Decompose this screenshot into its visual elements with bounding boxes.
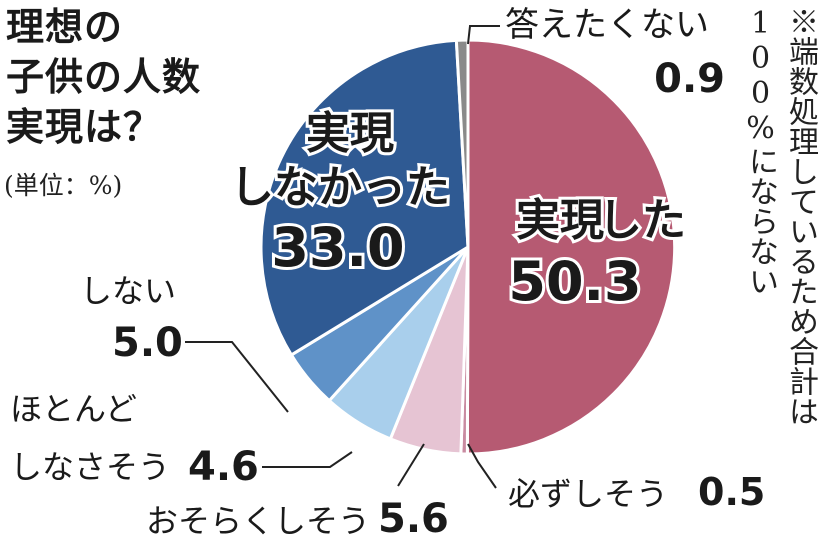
slice-labels: 実現 した 50.3 実現 しなかった 33.0 答えたくない 0.9 しない … bbox=[10, 5, 765, 542]
label-no-answer-name: 答えたくない bbox=[505, 5, 709, 45]
label-probably-name: おそらくしそう bbox=[146, 502, 370, 540]
label-will-not-name: しない bbox=[80, 272, 176, 310]
pie-slice-5 bbox=[259, 38, 470, 357]
pie-slices bbox=[259, 38, 677, 456]
label-unlikely-line1: ほとんど bbox=[10, 390, 137, 428]
label-surely-value: 0.5 bbox=[698, 470, 765, 514]
leader-probably bbox=[397, 443, 425, 487]
label-surely-name: 必ずしそう bbox=[508, 475, 668, 513]
label-will-not-value: 5.0 bbox=[112, 320, 183, 366]
label-probably-value: 5.6 bbox=[378, 496, 449, 542]
footnote: ※端数処理しているため合計は100%にならない bbox=[743, 6, 818, 426]
chart-title: 理想の 子供の人数 実現は？ bbox=[6, 2, 201, 152]
label-unlikely-value: 4.6 bbox=[188, 444, 259, 490]
label-no-answer-value: 0.9 bbox=[654, 56, 725, 102]
leader-no-answer bbox=[467, 25, 500, 45]
label-realized-line2: した bbox=[598, 195, 686, 246]
leader-unlikely bbox=[262, 451, 353, 468]
leader-will-not bbox=[185, 341, 289, 413]
label-realized-value: 50.3 bbox=[508, 250, 641, 313]
label-realized-line1: 実現 bbox=[516, 195, 604, 246]
label-not-realized-line1: 実現 bbox=[306, 108, 394, 159]
leader-surely bbox=[467, 443, 497, 489]
label-not-realized-line2: しなかった bbox=[230, 162, 450, 213]
unit-label: (単位：%) bbox=[4, 171, 123, 200]
title-line-3: 実現は？ bbox=[6, 105, 163, 149]
label-unlikely-line2: しなさそう bbox=[10, 448, 170, 486]
leader-lines bbox=[185, 25, 500, 489]
label-not-realized-value: 33.0 bbox=[271, 216, 404, 279]
pie-slice-0 bbox=[465, 38, 677, 456]
title-line-2: 子供の人数 bbox=[6, 55, 202, 99]
title-line-1: 理想の bbox=[6, 5, 124, 49]
